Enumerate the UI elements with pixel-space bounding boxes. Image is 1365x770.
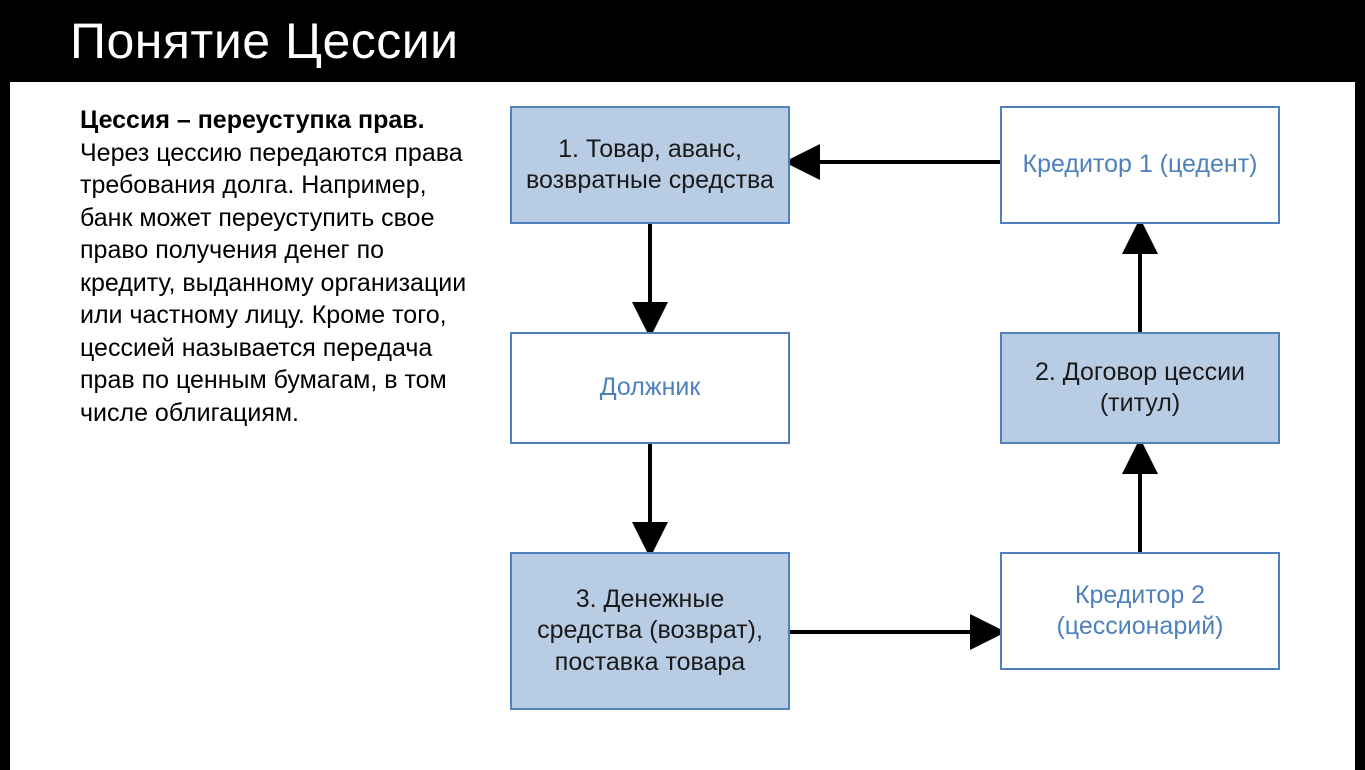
slide-title-bar: Понятие Цессии [0, 0, 1365, 82]
node-debtor: Должник [510, 332, 790, 444]
definition-body: Через цессию передаются права требования… [80, 139, 466, 427]
definition-lead: Цессия – переуступка прав. [80, 106, 425, 134]
node-cred2: Кредитор 2 (цессионарий) [1000, 552, 1280, 670]
slide-content: Цессия – переуступка прав. Через цессию … [10, 82, 1355, 770]
node-cred1: Кредитор 1 (цедент) [1000, 106, 1280, 224]
node-n3: 3. Денежные средства (возврат), поставка… [510, 552, 790, 710]
definition-paragraph: Цессия – переуступка прав. Через цессию … [80, 104, 470, 429]
node-n1: 1. Товар, аванс, возвратные средства [510, 106, 790, 224]
cession-flowchart: 1. Товар, аванс, возвратные средства Долж… [490, 92, 1340, 752]
node-n2: 2. Договор цессии (титул) [1000, 332, 1280, 444]
slide-title: Понятие Цессии [70, 13, 459, 69]
